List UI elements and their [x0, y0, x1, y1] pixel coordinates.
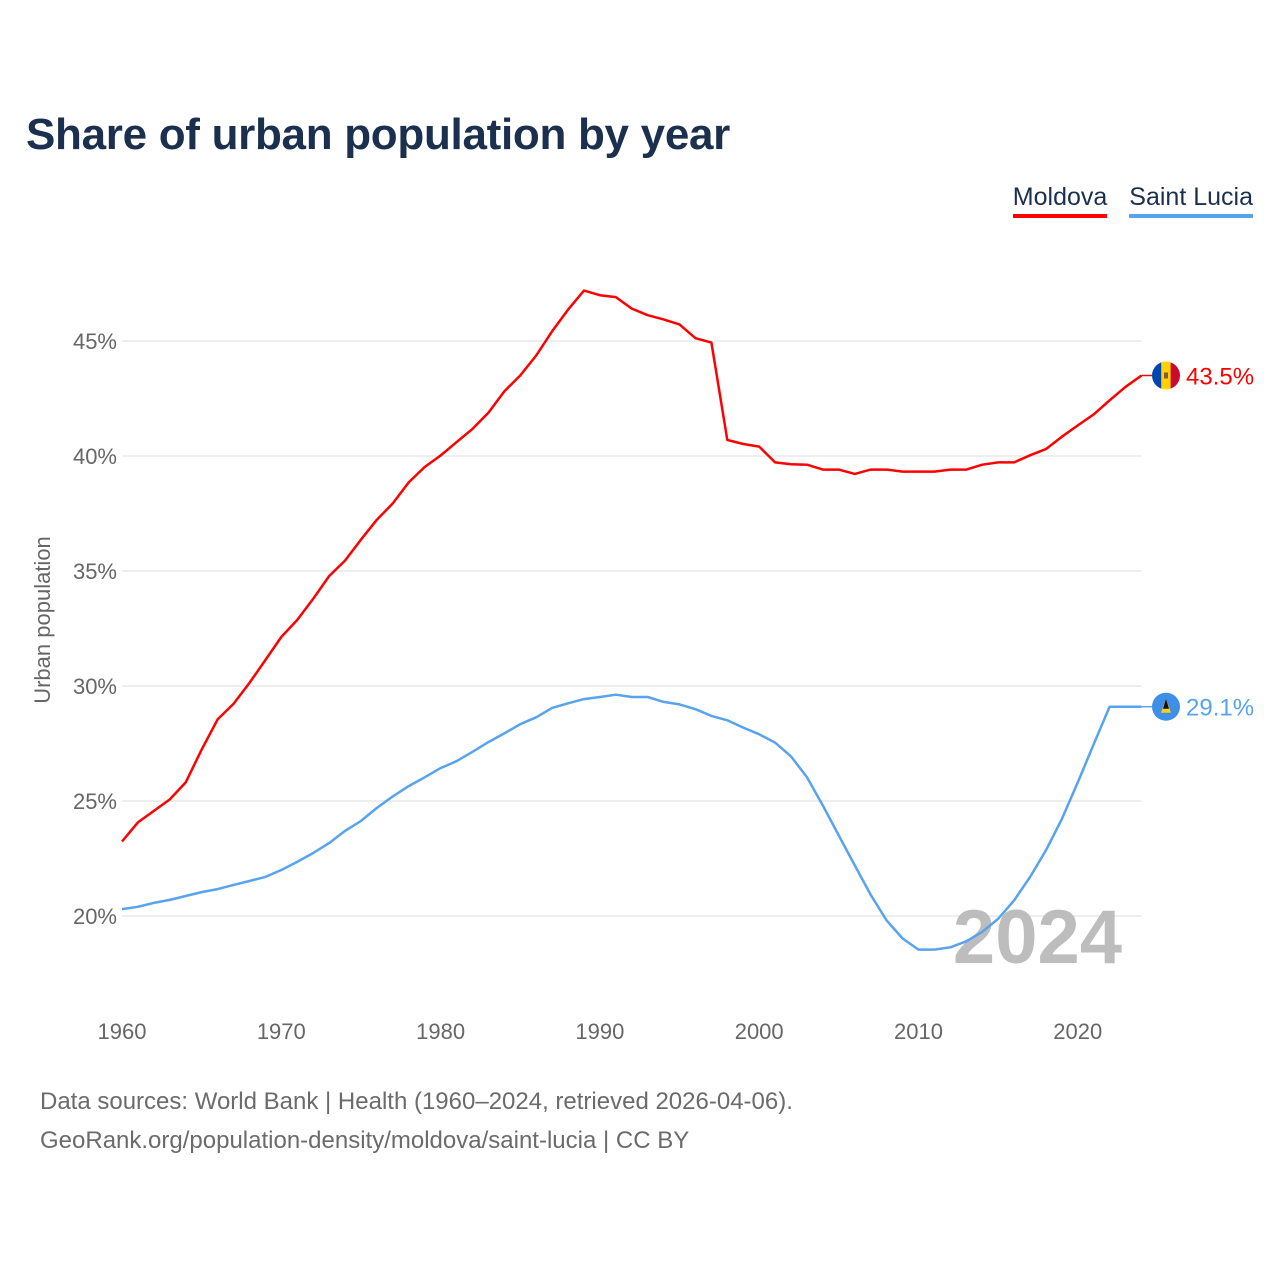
end-value-label-saint-lucia: 29.1%: [1186, 695, 1254, 722]
x-tick-label: 1980: [416, 1019, 465, 1044]
x-tick-label: 1970: [257, 1019, 306, 1044]
series-line-saint-lucia: [121, 693, 1142, 951]
x-tick-label: 1960: [98, 1019, 147, 1044]
y-tick-label: 40%: [73, 444, 117, 469]
y-tick-label: 35%: [73, 559, 117, 584]
legend-item-saint-lucia[interactable]: Saint Lucia: [1129, 183, 1253, 218]
y-tick-label: 20%: [73, 904, 117, 929]
y-tick-label: 25%: [73, 789, 117, 814]
series-line-moldova: [121, 289, 1143, 843]
year-watermark: 2024: [953, 895, 1122, 980]
legend: Moldova Saint Lucia: [1012, 183, 1253, 218]
x-tick-label: 2010: [894, 1019, 943, 1044]
end-value-label-moldova: 43.5%: [1186, 364, 1254, 391]
chart-title: Share of urban population by year: [26, 110, 730, 159]
footer-credit[interactable]: GeoRank.org/population-density/moldova/s…: [40, 1127, 690, 1154]
x-tick-label: 2000: [735, 1019, 784, 1044]
y-axis-label: Urban population: [30, 536, 55, 704]
moldova-flag-icon: [1152, 361, 1180, 390]
x-tick-label: 1990: [575, 1019, 624, 1044]
x-tick-label: 2020: [1053, 1019, 1102, 1044]
footer-sources: Data sources: World Bank | Health (1960–…: [40, 1088, 793, 1115]
y-tick-label: 30%: [73, 674, 117, 699]
legend-item-moldova[interactable]: Moldova: [1012, 183, 1108, 218]
y-tick-label: 45%: [73, 329, 117, 354]
flag-triangle-inner: [1163, 698, 1169, 709]
